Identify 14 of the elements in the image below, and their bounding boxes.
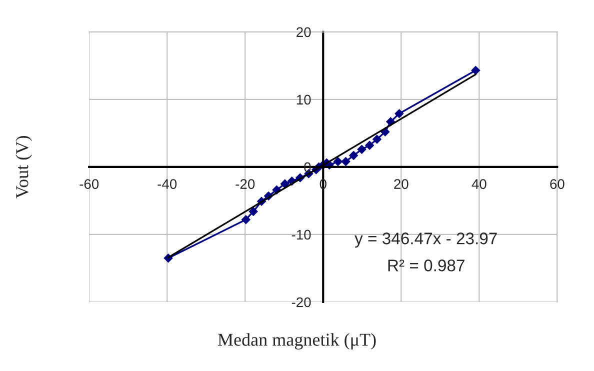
y-tick-label: 20 (296, 27, 311, 38)
annotation: y = 346.47x - 23.97 (354, 232, 497, 248)
y-tick-label: 10 (296, 94, 311, 105)
y-axis-title: Vout (V) (16, 136, 32, 198)
x-tick-label: 20 (394, 179, 408, 189)
x-tick-label: -20 (236, 179, 255, 189)
x-axis-title: Medan magnetik (μT) (218, 333, 376, 350)
annotation: R² = 0.987 (388, 260, 464, 272)
x-tick-label: 60 (550, 179, 564, 189)
x-tick-label: -40 (158, 179, 177, 189)
x-tick-label: 40 (472, 179, 486, 189)
y-tick-label: -20 (292, 297, 311, 308)
x-tick-label: -60 (80, 179, 99, 189)
y-tick-label: -10 (292, 230, 311, 240)
